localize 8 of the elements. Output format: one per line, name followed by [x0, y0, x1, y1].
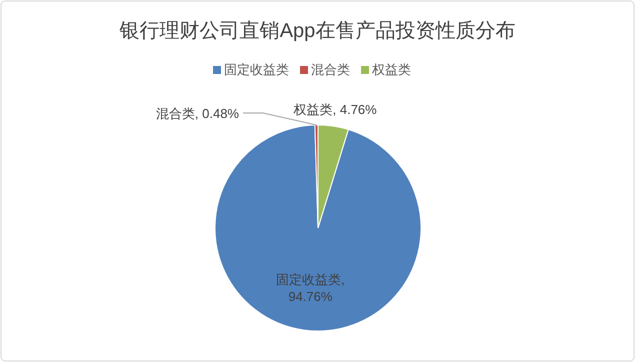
legend-label: 混合类	[311, 62, 350, 77]
pie-slice	[214, 124, 422, 332]
chart-title: 银行理财公司直销App在售产品投资性质分布	[118, 20, 516, 42]
data-label: 混合类, 0.48%	[156, 106, 240, 121]
data-label: 权益类, 4.76%	[292, 102, 378, 117]
legend-label: 固定收益类	[224, 62, 289, 77]
data-label: 固定收益类, 94.76%	[276, 272, 345, 304]
legend-label: 权益类	[371, 62, 411, 77]
